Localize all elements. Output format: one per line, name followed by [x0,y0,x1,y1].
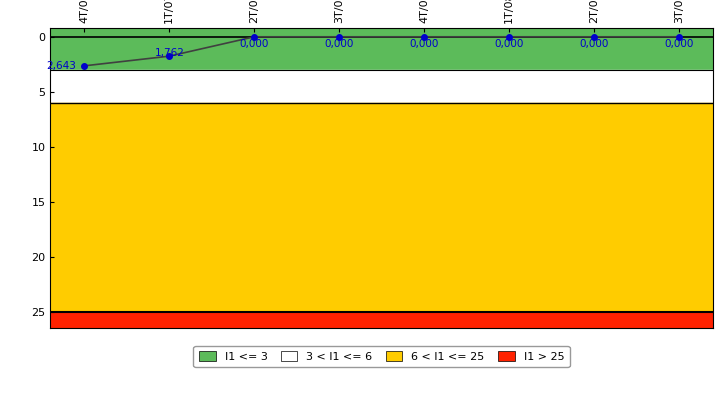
Point [673,34,685,40]
Bar [50,26,713,70]
Point [418,34,430,40]
Bar [50,70,713,103]
Point [503,34,515,40]
Bar [50,103,713,312]
Text: 0,000: 0,000 [325,39,354,49]
Text: 1,762: 1,762 [154,48,184,58]
Legend: I1 <= 3, 3 < I1 <= 6, 6 < I1 <= 25, I1 > 25: I1 <= 3, 3 < I1 <= 6, 6 < I1 <= 25, I1 >… [194,346,570,368]
Point [588,34,600,40]
Point [163,53,175,59]
Text: 0,000: 0,000 [240,39,269,49]
Point [333,34,345,40]
Text: 0,000: 0,000 [410,39,438,49]
Text: 0,000: 0,000 [495,39,523,49]
Text: 2,643: 2,643 [46,61,76,71]
Text: 0,000: 0,000 [664,39,693,49]
Point [248,34,260,40]
Bar [50,312,713,334]
Point [78,63,90,69]
Text: 0,000: 0,000 [579,39,608,49]
